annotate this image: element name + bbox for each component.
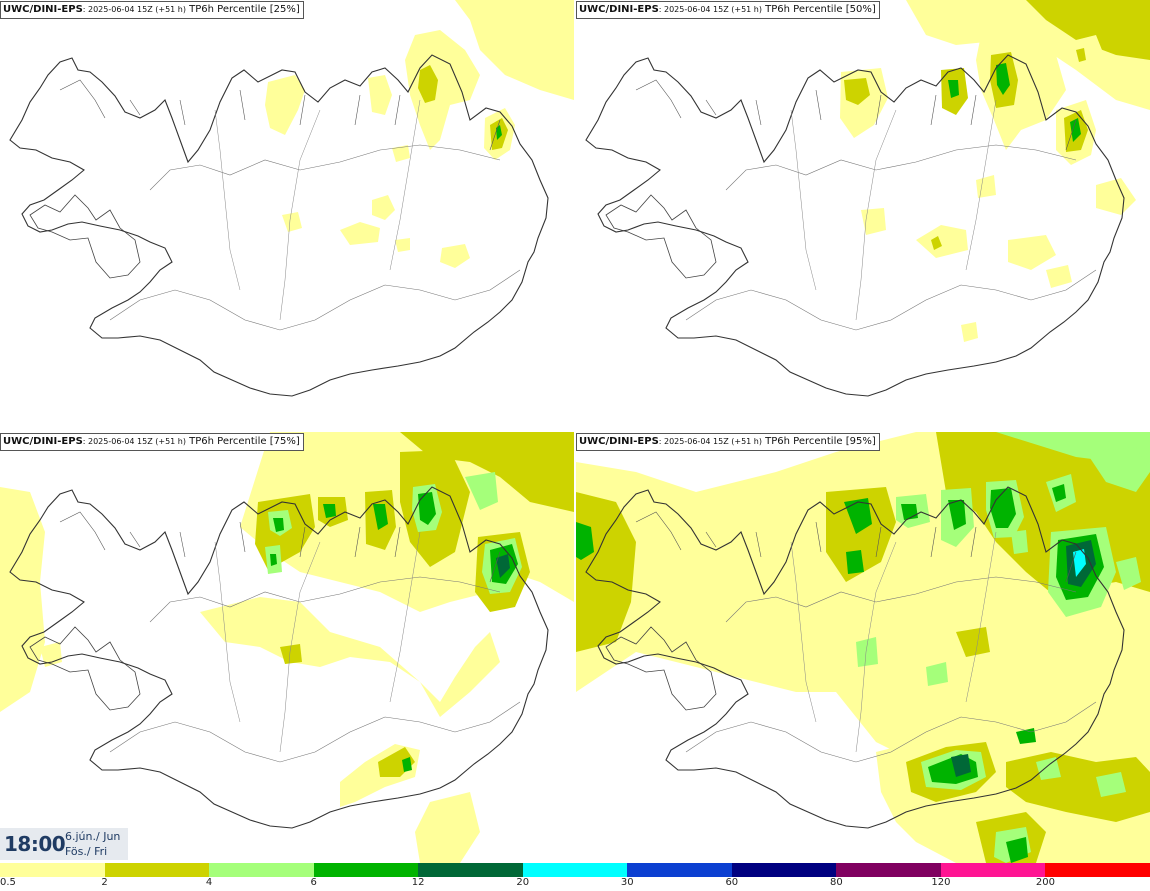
colorbar-swatch: [731, 863, 837, 877]
precip-map-p50: [585, 0, 1150, 397]
panel-title: UWC/DINI-EPS: 2025-06-04 15Z (+51 h) TP6…: [0, 433, 304, 451]
map-panel-p25: UWC/DINI-EPS: 2025-06-04 15Z (+51 h) TP6…: [0, 0, 574, 431]
precip-map-p95: [576, 432, 1150, 863]
colorbar-label: 30: [620, 877, 634, 888]
precip-map-p75: [0, 432, 574, 863]
colorbar-label: 80: [829, 877, 843, 888]
colorbar-swatch: [104, 863, 210, 877]
field-label: TP6h Percentile [50%]: [761, 4, 876, 15]
valid-time-box: 18:00 6.jún./ Jun Fös./ Fri: [0, 828, 128, 860]
run-info: : 2025-06-04 15Z (+51 h): [82, 437, 186, 446]
colorbar-label: 4: [205, 877, 213, 888]
run-info: : 2025-06-04 15Z (+51 h): [658, 5, 762, 14]
colorbar-swatch: [627, 863, 732, 877]
field-label: TP6h Percentile [75%]: [185, 436, 300, 447]
colorbar-label: 0.5: [0, 877, 16, 888]
colorbar-label: 200: [1035, 877, 1055, 888]
colorbar-swatch: [522, 863, 628, 877]
model-name: UWC/DINI-EPS: [3, 436, 83, 447]
model-name: UWC/DINI-EPS: [579, 436, 659, 447]
colorbar-label: 2: [101, 877, 108, 888]
colorbar-swatch: [209, 863, 314, 877]
colorbar-label: 20: [516, 877, 530, 888]
model-name: UWC/DINI-EPS: [3, 4, 83, 15]
run-info: : 2025-06-04 15Z (+51 h): [82, 5, 186, 14]
valid-time: 18:00: [4, 832, 66, 856]
colorbar-swatch: [418, 863, 523, 877]
colorbar-swatch: [836, 863, 941, 877]
colorbar-swatch: [940, 863, 1046, 877]
valid-weekday: Fös./ Fri: [65, 845, 108, 858]
panel-title: UWC/DINI-EPS: 2025-06-04 15Z (+51 h) TP6…: [576, 1, 880, 19]
colorbar-labels: 0.5 2 4 6 12 20 30 60 80 120 200: [0, 877, 1150, 891]
panel-title: UWC/DINI-EPS: 2025-06-04 15Z (+51 h) TP6…: [576, 433, 880, 451]
colorbar-swatch: [1045, 863, 1150, 877]
colorbar-label: 60: [725, 877, 739, 888]
colorbar-label: 12: [411, 877, 425, 888]
colorbar-label: 120: [931, 877, 951, 888]
colorbar-label: 6: [310, 877, 317, 888]
model-name: UWC/DINI-EPS: [579, 4, 659, 15]
precip-map-p25: [9, 0, 574, 397]
colorbar: [0, 863, 1150, 877]
colorbar-swatch: [313, 863, 419, 877]
map-panel-p95: UWC/DINI-EPS: 2025-06-04 15Z (+51 h) TP6…: [576, 432, 1150, 863]
run-info: : 2025-06-04 15Z (+51 h): [658, 437, 762, 446]
colorbar-swatch: [0, 863, 105, 877]
field-label: TP6h Percentile [25%]: [185, 4, 300, 15]
field-label: TP6h Percentile [95%]: [761, 436, 876, 447]
panel-title: UWC/DINI-EPS: 2025-06-04 15Z (+51 h) TP6…: [0, 1, 304, 19]
map-panel-p50: UWC/DINI-EPS: 2025-06-04 15Z (+51 h) TP6…: [576, 0, 1150, 431]
valid-date: 6.jún./ Jun: [65, 830, 121, 843]
map-panel-p75: UWC/DINI-EPS: 2025-06-04 15Z (+51 h) TP6…: [0, 432, 574, 863]
